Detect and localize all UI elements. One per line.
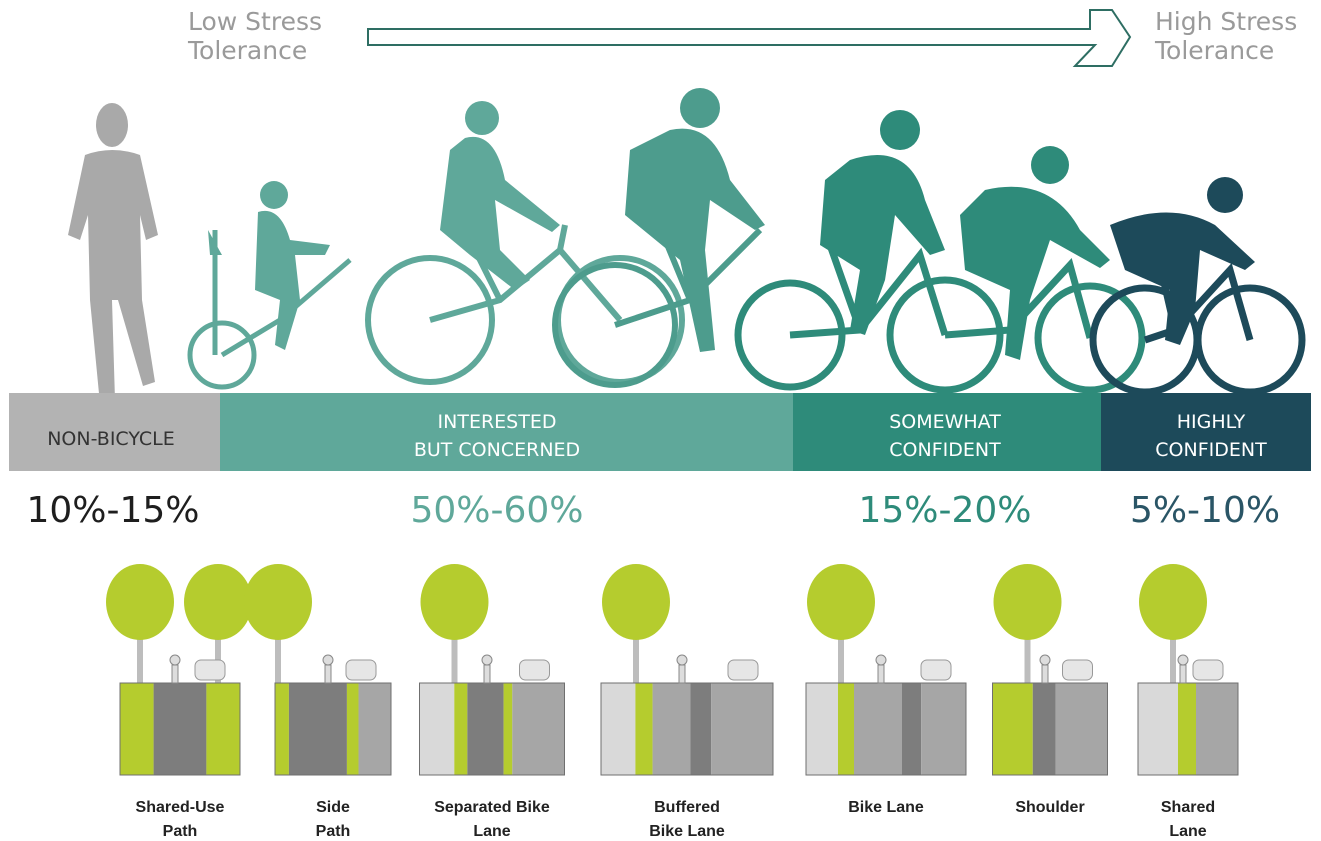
road-strip [711, 683, 773, 775]
road-strip [275, 683, 289, 775]
low-stress-line: Tolerance [187, 36, 307, 65]
cyclist [679, 665, 685, 683]
cyclist-head [482, 655, 492, 665]
group-label: INTERESTED [438, 411, 557, 433]
pedestrian [68, 103, 158, 404]
rider [1110, 177, 1255, 345]
facility-name: Path [316, 823, 351, 840]
tree-crown [602, 564, 670, 640]
tree-crown [106, 564, 174, 640]
group-share: 50%-60% [410, 490, 583, 531]
group-label: BUT CONCERNED [414, 439, 580, 461]
road-strip [206, 683, 240, 775]
group-share: 10%-15% [26, 490, 199, 531]
cyclist [172, 665, 178, 683]
facility-name: Path [163, 823, 198, 840]
road-strip [1138, 683, 1178, 775]
high-stress-line: High Stress [1155, 7, 1297, 36]
road-strip [1056, 683, 1108, 775]
cyclist [325, 665, 331, 683]
facility-name: Side [316, 799, 350, 816]
high-stress-line: Tolerance [1154, 36, 1274, 65]
vehicle [195, 660, 225, 680]
cyclist [1042, 665, 1048, 683]
road-strip [854, 683, 902, 775]
group-label: SOMEWHAT [889, 411, 1001, 433]
road-strip [806, 683, 838, 775]
low-stress-line: Low Stress [188, 7, 322, 36]
road-strip [635, 683, 652, 775]
facility-name: Bike Lane [848, 799, 924, 816]
group-share: 5%-10% [1130, 490, 1280, 531]
group-label: CONFIDENT [1155, 439, 1267, 461]
stress-arrow [368, 10, 1130, 66]
road-strip [993, 683, 1033, 775]
tree-crown [994, 564, 1062, 640]
road-strip [902, 683, 921, 775]
road-strip [601, 683, 635, 775]
vehicle [1063, 660, 1093, 680]
road-strip [1178, 683, 1196, 775]
bike [368, 225, 682, 382]
tree-crown [184, 564, 252, 640]
figures [68, 88, 1302, 404]
cyclist-head [1178, 655, 1188, 665]
road-strip [504, 683, 513, 775]
infographic: Low Stress Tolerance High Stress Toleran… [0, 0, 1321, 841]
group-share: 15%-20% [858, 490, 1031, 531]
facility-name: Separated Bike [434, 799, 550, 816]
cyclist-head [323, 655, 333, 665]
facility-name: Lane [1169, 823, 1206, 840]
road-strip [921, 683, 966, 775]
facility-name: Bike Lane [649, 823, 725, 840]
facility-name: Buffered [654, 799, 720, 816]
facility-name: Shared [1161, 799, 1215, 816]
tree-crown [1139, 564, 1207, 640]
tree-crown [421, 564, 489, 640]
road-strip [1033, 683, 1056, 775]
road-strip [1196, 683, 1238, 775]
vehicle [728, 660, 758, 680]
road-strip [359, 683, 391, 775]
road-strip [838, 683, 854, 775]
group-label: CONFIDENT [889, 439, 1001, 461]
facility-name: Shoulder [1015, 799, 1084, 816]
cyclist-head [170, 655, 180, 665]
road-strip [653, 683, 691, 775]
vehicle [921, 660, 951, 680]
cyclist-head [1040, 655, 1050, 665]
cyclist [1180, 665, 1186, 683]
rider [820, 110, 1110, 360]
road-strip [690, 683, 711, 775]
tree-crown [807, 564, 875, 640]
road-strip [467, 683, 503, 775]
road-strip [120, 683, 154, 775]
road-strip [289, 683, 347, 775]
cyclist-head [876, 655, 886, 665]
vehicle [1193, 660, 1223, 680]
facility-name: Shared-Use [136, 799, 225, 816]
facility-name: Lane [473, 823, 510, 840]
cyclist-head [677, 655, 687, 665]
road-strip [154, 683, 207, 775]
road-strip [454, 683, 467, 775]
cyclist [878, 665, 884, 683]
road-strip [512, 683, 564, 775]
facilities: Shared-Use Path Side Path Separated Bike Lane… [106, 564, 1238, 840]
bike [738, 245, 1142, 390]
group-label: NON-BICYCLE [47, 428, 175, 450]
vehicle [520, 660, 550, 680]
vehicle [346, 660, 376, 680]
tree-crown [244, 564, 312, 640]
cyclist [484, 665, 490, 683]
road-strip [420, 683, 455, 775]
road-strip [347, 683, 359, 775]
group-label: HIGHLY [1177, 411, 1246, 433]
